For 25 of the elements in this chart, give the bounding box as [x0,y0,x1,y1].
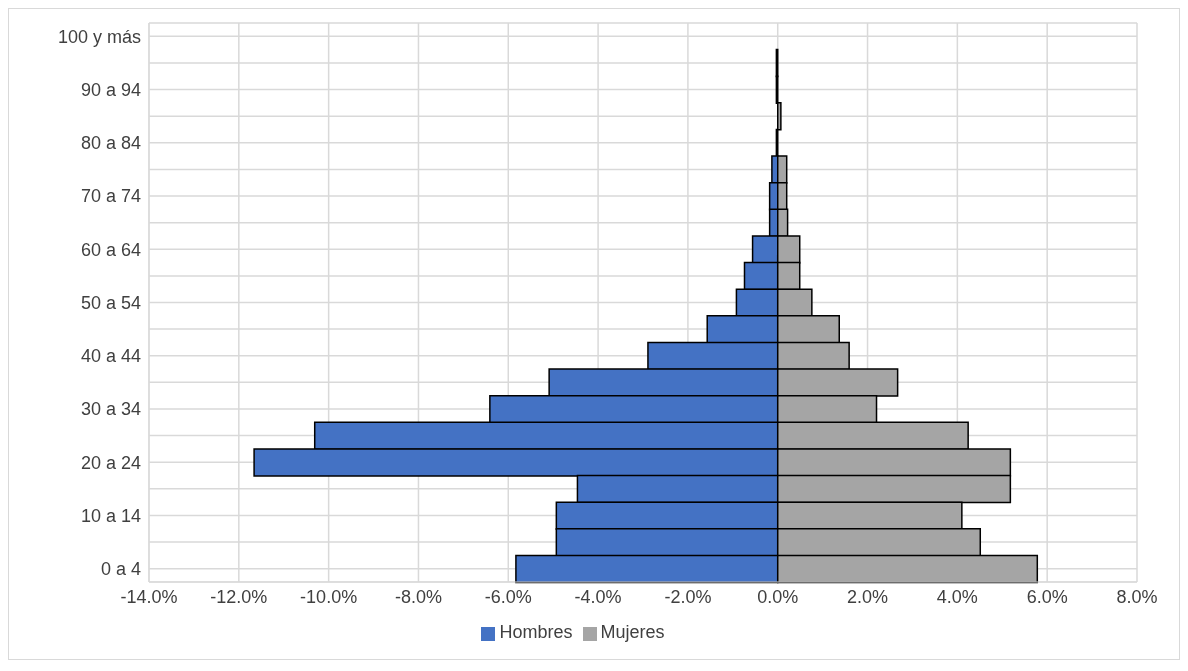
y-tick-label: 0 a 4 [100,559,141,580]
y-tick-label: 40 a 44 [80,346,141,367]
x-tick-label: 0.0% [757,586,799,607]
y-tick-label: 50 a 54 [80,292,141,313]
x-tick-label: 8.0% [1116,586,1158,607]
legend-label: Mujeres [600,622,665,642]
x-tick-label: 4.0% [936,586,978,607]
x-tick-label: 2.0% [847,586,889,607]
x-tick-label: -6.0% [484,586,532,607]
x-tick-label: -4.0% [574,586,622,607]
y-tick-label: 30 a 34 [80,399,141,420]
legend-label: Hombres [499,622,573,642]
x-tick-label: -12.0% [210,586,268,607]
y-tick-label: 20 a 24 [80,452,141,473]
x-tick-label: -8.0% [394,586,442,607]
y-tick-label: 60 a 64 [80,239,141,260]
y-tick-label: 90 a 94 [80,79,141,100]
x-tick-label: -10.0% [300,586,358,607]
x-tick-label: -14.0% [120,586,178,607]
y-tick-label: 80 a 84 [80,133,141,154]
y-tick-label: 10 a 14 [80,505,141,526]
y-tick-label: 100 y más [57,26,141,47]
x-tick-label: -2.0% [664,586,712,607]
x-tick-label: 6.0% [1026,586,1068,607]
y-tick-label: 70 a 74 [80,186,141,207]
